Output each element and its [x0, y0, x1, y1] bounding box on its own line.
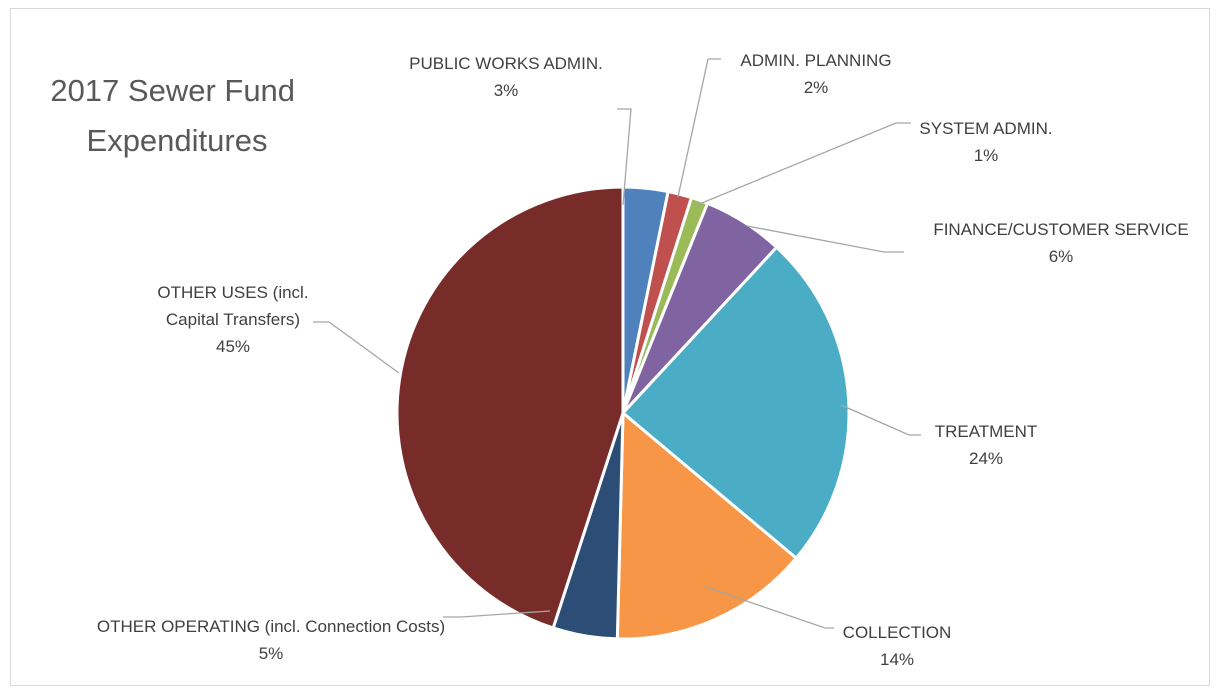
- slice-label-2: SYSTEM ADMIN. 1%: [919, 119, 1052, 165]
- slice-label-1: ADMIN. PLANNING 2%: [740, 51, 891, 97]
- chart-title-line-2: Expenditures: [87, 123, 268, 158]
- leader-line-1: [677, 58, 721, 198]
- leader-line-6: [443, 610, 551, 618]
- slice-percent-3: 6%: [1049, 247, 1074, 266]
- slice-name-1: ADMIN. PLANNING: [740, 51, 891, 70]
- leader-line-3: [746, 225, 904, 253]
- leader-line-0: [617, 108, 632, 206]
- slice-name-6: OTHER OPERATING (incl. Connection Costs): [97, 617, 445, 636]
- slice-name-4: TREATMENT: [935, 422, 1038, 441]
- slice-name-3: FINANCE/CUSTOMER SERVICE: [933, 220, 1188, 239]
- slice-percent-2: 1%: [974, 146, 999, 165]
- slice-label-0: PUBLIC WORKS ADMIN. 3%: [409, 54, 603, 100]
- slice-label-6: OTHER OPERATING (incl. Connection Costs)…: [97, 617, 445, 663]
- slice-name-2: SYSTEM ADMIN.: [919, 119, 1052, 138]
- slice-name-5: COLLECTION: [843, 623, 952, 642]
- leader-line-5: [705, 586, 834, 629]
- slice-label-5: COLLECTION 14%: [843, 623, 952, 669]
- leader-lines: [313, 58, 921, 629]
- chart-title-line-1: 2017 Sewer Fund: [50, 73, 295, 108]
- slice-percent-0: 3%: [494, 81, 519, 100]
- slice-percent-1: 2%: [804, 78, 829, 97]
- pie-slice-4: [620, 245, 851, 561]
- slice-name-0: PUBLIC WORKS ADMIN.: [409, 54, 603, 73]
- leader-line-4: [840, 404, 921, 436]
- slice-name-7: Capital Transfers): [166, 310, 300, 329]
- slice-percent-6: 5%: [259, 644, 284, 663]
- slice-labels: PUBLIC WORKS ADMIN. 3% ADMIN. PLANNING 2% SY…: [97, 51, 1189, 669]
- chart-frame: 2017 Sewer Fund Expenditures PUBLIC WORK…: [10, 8, 1210, 686]
- leader-line-7: [313, 321, 400, 374]
- slice-name-7: OTHER USES (incl.: [157, 283, 308, 302]
- slice-label-4: TREATMENT 24%: [935, 422, 1038, 468]
- slice-percent-5: 14%: [880, 650, 914, 669]
- pie-slice-7: [395, 185, 625, 630]
- leader-line-2: [696, 122, 911, 206]
- slice-percent-4: 24%: [969, 449, 1003, 468]
- slice-percent-7: 45%: [216, 337, 250, 356]
- pie-chart: 2017 Sewer Fund Expenditures PUBLIC WORK…: [50, 51, 1189, 669]
- pie-slices: [395, 185, 851, 641]
- slice-label-3: FINANCE/CUSTOMER SERVICE 6%: [933, 220, 1188, 266]
- slice-label-7: OTHER USES (incl. Capital Transfers) 45%: [157, 283, 308, 356]
- chart-title: 2017 Sewer Fund Expenditures: [50, 73, 303, 158]
- pie-slice-5: [615, 409, 799, 641]
